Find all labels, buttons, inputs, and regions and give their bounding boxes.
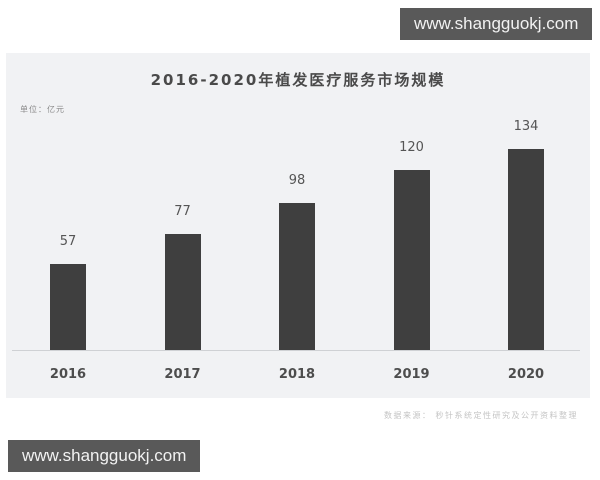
watermark-top: www.shangguokj.com <box>400 8 592 40</box>
category-label-2016: 2016 <box>49 367 87 382</box>
value-label-2019: 120 <box>399 140 424 155</box>
value-label-2020: 134 <box>513 119 539 134</box>
category-label-2019: 2019 <box>393 367 430 382</box>
category-label-2018: 2018 <box>278 367 316 382</box>
watermark-bottom: www.shangguokj.com <box>8 440 200 472</box>
unit-label: 单位：亿元 <box>20 105 65 114</box>
x-axis-line <box>12 350 580 351</box>
chart-title: 2016-2020年植发医疗服务市场规模 <box>150 71 446 89</box>
bar-2018 <box>279 203 315 350</box>
value-label-2017: 77 <box>174 204 191 219</box>
value-label-2018: 98 <box>288 173 306 188</box>
bar-2020 <box>508 149 544 350</box>
bar-2019 <box>393 170 430 350</box>
chart-panel: 2016-2020年植发医疗服务市场规模 单位：亿元 57 2016 77 2017 9… <box>6 53 590 398</box>
source-note: 数据来源： 秒针系统定性研究及公开资料整理 <box>384 411 579 420</box>
category-label-2020: 2020 <box>507 367 545 382</box>
category-label-2017: 2017 <box>164 367 201 382</box>
bar-2017 <box>164 234 201 350</box>
value-label-2016: 57 <box>59 234 77 249</box>
bar-2016 <box>50 264 86 350</box>
